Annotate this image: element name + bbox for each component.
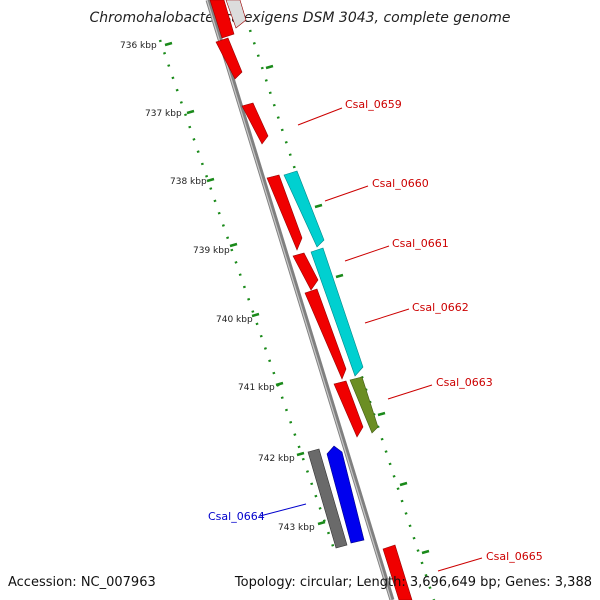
gene-arrow-csal-0659[interactable] [241, 102, 269, 145]
scale-tick [317, 520, 326, 526]
rna-gene-csal-0662[interactable] [310, 247, 364, 377]
scale-tick [229, 242, 238, 248]
gene-arrow-csal-0661[interactable] [292, 252, 319, 291]
scale-label-741: 741 kbp [238, 383, 275, 393]
scale-tick [296, 451, 305, 457]
outer-track-tick [314, 203, 323, 209]
leader-csal-0663 [387, 384, 433, 400]
outer-track-tick [421, 549, 430, 555]
genome-backbone [205, 0, 395, 600]
scale-label-737: 737 kbp [145, 109, 182, 119]
outer-track-tick [399, 481, 408, 487]
gene-arrow-csal-0660[interactable] [266, 174, 303, 251]
gene-arrow-top-partial [225, 0, 247, 29]
pseudo-gene[interactable] [307, 448, 348, 549]
scale-tick [164, 41, 173, 47]
forward-strand-genes [209, 0, 413, 600]
gene-arrow[interactable] [215, 37, 243, 80]
leader-csal-0659 [297, 107, 343, 126]
gene-label-csal-0660[interactable]: Csal_0660 [372, 177, 429, 190]
genome-backbone-highlight [206, 0, 392, 600]
scale-tick [186, 109, 195, 115]
scale-label-739: 739 kbp [193, 246, 230, 256]
gene-arrow-csal-0663[interactable] [333, 380, 364, 438]
scale-label-742: 742 kbp [258, 454, 295, 464]
scale-ticks [164, 41, 326, 526]
gene-label-csal-0662[interactable]: Csal_0662 [412, 301, 469, 314]
outer-track-tick [335, 273, 344, 279]
outer-track-tick [377, 411, 386, 417]
gene-arrow-csal-0664[interactable] [326, 445, 365, 544]
scale-tick [206, 177, 215, 183]
gene-arrow-csal-0662[interactable] [304, 288, 347, 380]
leader-csal-0665 [437, 557, 483, 572]
rna-gene-csal-0660[interactable] [283, 170, 325, 248]
scale-tick [251, 312, 260, 318]
gene-label-csal-0665[interactable]: Csal_0665 [486, 550, 543, 563]
gene-label-csal-0661[interactable]: Csal_0661 [392, 237, 449, 250]
scale-label-740: 740 kbp [216, 315, 253, 325]
gene-label-csal-0664[interactable]: Csal_0664 [208, 510, 265, 523]
scale-tick [275, 381, 284, 387]
rna-genes [283, 170, 364, 377]
scale-label-738: 738 kbp [170, 177, 207, 187]
gene-label-csal-0663[interactable]: Csal_0663 [436, 376, 493, 389]
gene-arrow-csal-0665[interactable] [382, 544, 413, 600]
leader-csal-0661 [344, 245, 390, 262]
leader-csal-0664 [259, 503, 307, 517]
gene-label-csal-0659[interactable]: Csal_0659 [345, 98, 402, 111]
gene-arrow[interactable] [209, 0, 235, 39]
genome-summary-text: Topology: circular; Length: 3,696,649 bp… [234, 575, 592, 590]
accession-text: Accession: NC_007963 [8, 575, 156, 590]
outer-track-tick [265, 64, 274, 70]
gene-arrow-csal-0663-olive[interactable] [349, 376, 379, 434]
scale-label-736: 736 kbp [120, 41, 157, 51]
leader-csal-0662 [364, 308, 410, 324]
outer-track-ticks [265, 64, 430, 555]
leader-csal-0660 [324, 185, 369, 202]
label-leaders [259, 107, 483, 572]
scale-label-743: 743 kbp [278, 523, 315, 533]
map-title: Chromohalobacter salexigens DSM 3043, co… [90, 10, 511, 26]
